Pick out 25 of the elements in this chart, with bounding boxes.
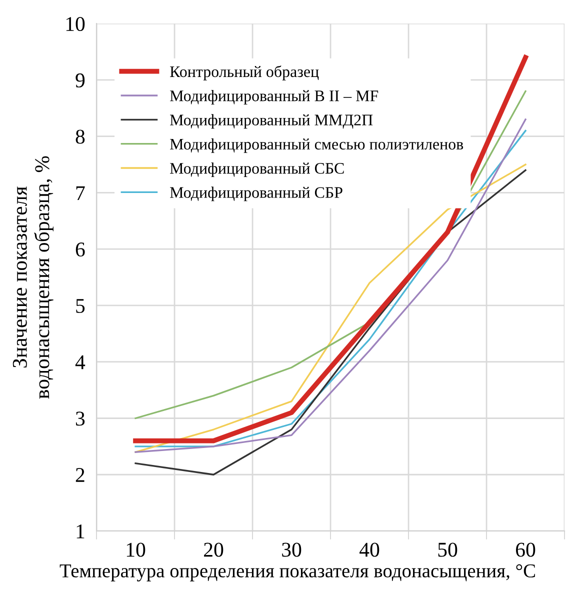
y-axis-title: Значение показателя водонасыщения образца, % xyxy=(12,156,54,399)
y-tick-label: 8 xyxy=(76,130,85,144)
x-tick-label: 20 xyxy=(204,542,224,557)
y-tick-label: 7 xyxy=(76,186,85,200)
y-tick-label: 10 xyxy=(66,16,85,32)
y-tick-label: 5 xyxy=(76,299,85,313)
x-tick-label: 30 xyxy=(282,542,302,557)
legend-label: Модифицированный смесью полиэтиленов xyxy=(170,138,464,153)
legend-label: Модифицированный СБС xyxy=(170,162,344,178)
x-tick-label: 50 xyxy=(438,542,458,557)
x-tick-label: 40 xyxy=(360,542,380,557)
y-tick-label: 3 xyxy=(76,412,85,426)
y-tick-label: 4 xyxy=(75,355,86,370)
y-tick-label: 9 xyxy=(76,73,85,88)
line-series xyxy=(133,54,528,444)
x-axis-title: Температура определения показателя водонасыщения, °С xyxy=(60,564,535,582)
legend-label: Контрольный образец xyxy=(170,66,319,80)
y-tick-label: 6 xyxy=(76,242,85,257)
x-tick-label: 10 xyxy=(126,542,146,557)
legend-label: Модифицированный В II – MF xyxy=(170,90,378,105)
y-tick-label: 1 xyxy=(76,524,84,538)
x-tick-label: 60 xyxy=(516,542,536,557)
legend-label: Модифицированный ММД2П xyxy=(170,114,373,129)
y-tick-label: 2 xyxy=(76,468,84,482)
legend-label: Модифицированный СБР xyxy=(170,186,342,202)
